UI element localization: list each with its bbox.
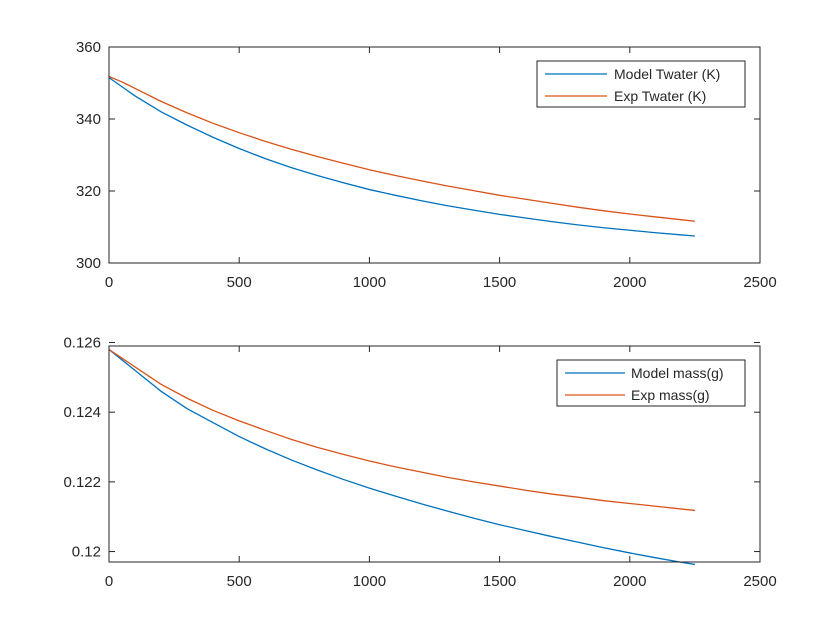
bottom-chart-series-line-exp	[108, 348, 695, 512]
bottom-chart-series-lines	[108, 348, 696, 566]
top-chart-x-tick-label: 0	[105, 274, 113, 291]
bottom-chart-y-tick-label: 0.12	[72, 544, 101, 561]
top-chart-legend-box	[536, 60, 746, 108]
top-chart-legend-label-model: Model Twater (K)	[614, 66, 720, 82]
top-chart-y-tick-label: 360	[76, 39, 101, 56]
bottom-chart-x-tick-label: 500	[227, 573, 252, 590]
top-chart-legend-label-exp: Exp Twater (K)	[614, 88, 706, 104]
bottom-chart-axes-box	[108, 345, 761, 563]
top-chart-y-tick-label: 300	[76, 255, 101, 272]
top-chart: 0 500 1000 1500 2000 2500 300 320 340 360 Model T…	[76, 39, 777, 291]
top-chart-x-tick-label: 500	[227, 274, 252, 291]
bottom-chart-x-tick-label: 1000	[353, 573, 386, 590]
bottom-chart-legend-label-exp: Exp mass(g)	[631, 387, 710, 403]
top-chart-series-line-exp	[108, 75, 695, 222]
bottom-chart-y-tick-label: 0.122	[63, 474, 101, 491]
top-chart-y-tick-label: 340	[76, 111, 101, 128]
bottom-chart-x-tick-label: 1500	[483, 573, 516, 590]
bottom-chart-legend: Model mass(g) Exp mass(g)	[556, 359, 746, 407]
top-chart-x-tick-label: 2000	[613, 274, 646, 291]
bottom-chart-x-tick-label: 2500	[743, 573, 776, 590]
bottom-chart-series-line-model	[108, 348, 696, 566]
bottom-chart-y-tick-label: 0.124	[63, 404, 101, 421]
bottom-chart-y-tick-label: 0.126	[63, 335, 101, 352]
bottom-chart-legend-label-model: Model mass(g)	[631, 365, 724, 381]
bottom-chart-ticks: 0 500 1000 1500 2000 2500 0.12 0.122 0.124 0.126	[63, 335, 776, 590]
top-chart-series-lines	[108, 75, 695, 237]
top-chart-series-line-model	[108, 77, 695, 237]
top-chart-x-tick-label: 2500	[743, 274, 776, 291]
bottom-chart-x-tick-label: 2000	[613, 573, 646, 590]
top-chart-axes-box	[108, 46, 761, 264]
bottom-chart: 0 500 1000 1500 2000 25000.120.1220.1240.126 …	[63, 335, 776, 590]
top-chart-legend: Model Twater (K) Exp Twater (K)	[536, 60, 746, 108]
top-chart-x-tick-label: 1000	[353, 274, 386, 291]
top-chart-x-tick-label: 1500	[483, 274, 516, 291]
bottom-chart-x-tick-label: 0	[105, 573, 113, 590]
top-chart-y-tick-label: 320	[76, 183, 101, 200]
top-chart-ticks: 0 500 1000 1500 2000 2500 300 320 340 360	[76, 39, 777, 291]
bottom-chart-legend-box	[556, 359, 746, 407]
